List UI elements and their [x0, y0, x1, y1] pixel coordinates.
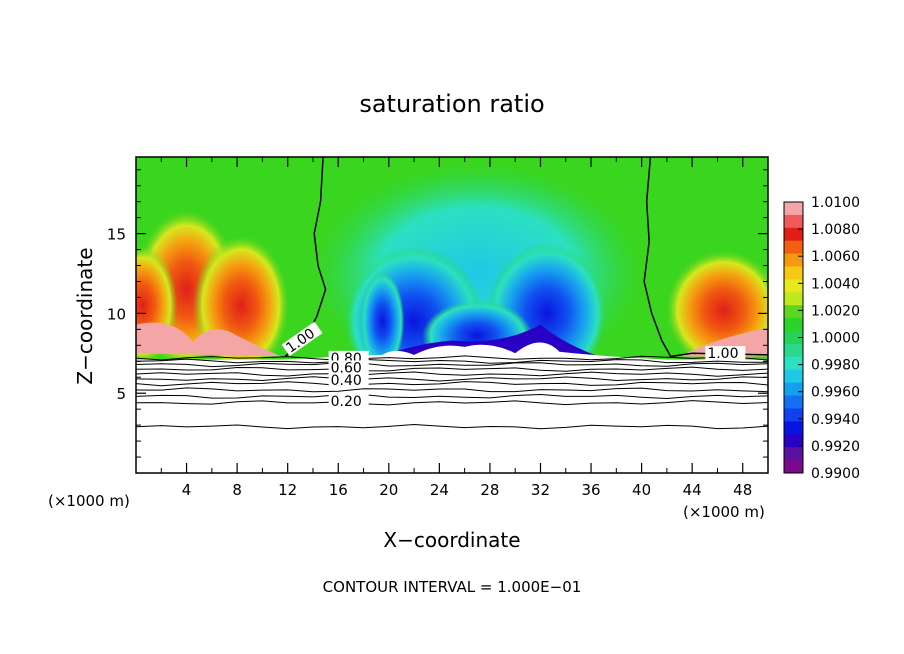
contour-label-bg: [705, 346, 746, 361]
colorbar-tick-label: 0.9960: [811, 385, 860, 401]
x-tick-label: 20: [379, 481, 398, 499]
colorbar-swatch: [784, 318, 803, 332]
chart-title: saturation ratio: [359, 90, 544, 118]
field-blue-blob: [360, 271, 405, 372]
plot-frame: [135, 156, 769, 474]
colorbar-swatch: [784, 434, 803, 448]
colorbar-tick-label: 0.9920: [811, 439, 860, 455]
contour-label: 0.40: [331, 373, 362, 389]
colorbar-swatch: [784, 356, 803, 371]
x-tick-label: 4: [182, 481, 192, 499]
colorbar-swatch: [784, 266, 803, 280]
colorbar-swatch: [784, 369, 803, 384]
x-axis-label: X−coordinate: [383, 528, 520, 552]
colorbar-tick-label: 1.0100: [811, 195, 860, 211]
x-tick-label: 44: [683, 481, 702, 499]
contour-label-bg: [328, 360, 369, 375]
colorbar-tick-label: 1.0060: [811, 249, 860, 265]
colorbar-swatch: [784, 253, 803, 268]
colorbar-tick-label: 1.0080: [811, 222, 860, 238]
contour-label: 0.60: [331, 360, 362, 376]
field-pink-region: [136, 322, 282, 357]
y-tick-label: 10: [107, 305, 126, 323]
contour-line: [136, 355, 768, 361]
colorbar-tick-label: 1.0020: [811, 303, 860, 319]
contour-line: [136, 387, 768, 393]
colorbar-swatch: [784, 227, 803, 242]
colorbar-swatch: [784, 331, 803, 345]
x-tick-label: 24: [430, 481, 449, 499]
colorbar-swatch: [784, 395, 803, 409]
colorbar-swatch: [784, 382, 803, 397]
colorbar-tick-label: 0.9980: [811, 358, 860, 374]
colorbar-tick-label: 1.0040: [811, 276, 860, 292]
x-unit-left: (×1000 m): [48, 492, 130, 510]
x-unit-right: (×1000 m): [683, 503, 765, 521]
contour-line: [136, 366, 768, 372]
field-pink-region: [679, 327, 768, 357]
contour-line: [136, 371, 768, 377]
contour-line-1-00: [643, 157, 768, 358]
colorbar-swatch: [784, 202, 803, 216]
contour-line: [136, 381, 768, 387]
colorbar: 1.0100 1.0080 1.0060 1.0040 1.0020 1.0000 0.99…: [783, 195, 860, 482]
colorbar-tick-label: 0.9940: [811, 412, 860, 428]
colorbar-swatch: [784, 305, 803, 319]
colorbar-swatch: [784, 279, 803, 293]
contour-line: [136, 400, 768, 406]
x-tick-label: 28: [480, 481, 499, 499]
contour-interval-note: CONTOUR INTERVAL = 1.000E−01: [323, 578, 582, 596]
contour-label-bg: [328, 373, 369, 388]
colorbar-tick-label: 1.0000: [811, 331, 860, 347]
colorbar-swatch: [784, 408, 803, 422]
contour-line: [136, 358, 768, 364]
y-tick-label: 15: [107, 226, 126, 244]
x-tick-label: 36: [581, 481, 600, 499]
plot-area: 1.00 1.000.800.600.400.20: [136, 157, 768, 473]
colorbar-swatch: [784, 447, 803, 461]
colorbar-swatch: [784, 460, 803, 474]
contour-line: [136, 362, 768, 368]
x-tick-label: 48: [733, 481, 752, 499]
x-tick-label: 12: [278, 481, 297, 499]
colorbar-swatch: [784, 214, 803, 229]
y-axis-label: Z−coordinate: [73, 247, 97, 384]
contour-line: [136, 393, 768, 400]
y-tick-label: 5: [116, 385, 126, 403]
x-tick-label: 16: [329, 481, 348, 499]
x-tick-label: 8: [232, 481, 242, 499]
colorbar-swatch: [784, 343, 803, 358]
contour-label-bg: [328, 393, 369, 408]
colorbar-swatch: [784, 292, 803, 306]
x-tick-label: 32: [531, 481, 550, 499]
colorbar-swatch: [784, 421, 803, 435]
contour-label: 0.20: [331, 394, 362, 410]
field-group: [136, 157, 768, 473]
x-tick-label: 40: [632, 481, 651, 499]
colorbar-tick-label: 0.9900: [811, 466, 860, 482]
contour-label: 1.00: [707, 346, 738, 362]
colorbar-swatch: [784, 240, 803, 255]
contour-line: [136, 376, 768, 382]
contour-label-bg: [281, 321, 323, 357]
contour-line: [136, 423, 768, 430]
